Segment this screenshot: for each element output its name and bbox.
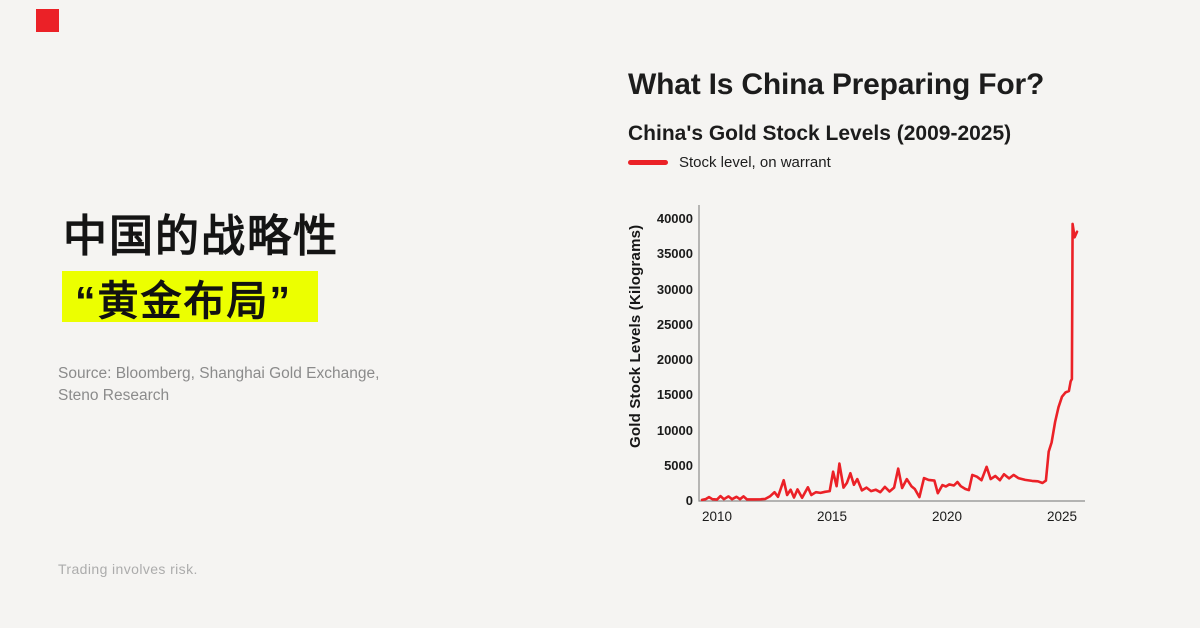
y-tick-label: 25000 xyxy=(656,316,693,332)
x-tick-label: 2015 xyxy=(816,509,848,524)
y-tick-label: 30000 xyxy=(656,281,693,297)
chart-title: What Is China Preparing For? xyxy=(628,68,1045,101)
legend-label: Stock level, on warrant xyxy=(679,153,831,171)
brand-logo xyxy=(36,9,59,32)
source-line-1: Source: Bloomberg, Shanghai Gold Exchang… xyxy=(58,365,380,382)
x-tick-label: 2025 xyxy=(1046,509,1078,524)
x-tick-label: 2020 xyxy=(931,509,963,524)
x-tick-label: 2010 xyxy=(701,509,733,524)
risk-disclaimer: Trading involves risk. xyxy=(58,561,198,577)
y-tick-label: 5000 xyxy=(664,457,693,473)
y-tick-label: 40000 xyxy=(656,211,693,226)
stock-level-line xyxy=(700,222,1079,502)
line-chart: Gold Stock Levels (Kilograms) 0 5000 10000… xyxy=(600,195,1120,545)
chart-subtitle: China's Gold Stock Levels (2009-2025) xyxy=(628,122,1012,145)
y-tick-label: 10000 xyxy=(656,422,693,438)
y-tick-label: 35000 xyxy=(656,246,693,262)
chinese-headline: 中国的战略性 xyxy=(63,212,339,261)
source-line-2: Steno Research xyxy=(58,387,170,404)
y-tick-label: 15000 xyxy=(656,387,693,403)
legend-line-swatch xyxy=(628,159,668,165)
y-tick-label: 0 xyxy=(685,493,693,508)
source-attribution: Source: Bloomberg, Shanghai Gold Exchang… xyxy=(58,363,379,407)
chinese-highlight-box: “黄金布局” xyxy=(62,271,318,324)
chart-legend: Stock level, on warrant xyxy=(628,152,831,172)
chinese-highlight-text: “黄金布局” xyxy=(75,277,292,324)
chart-plot-svg xyxy=(698,205,1085,502)
y-tick-label: 20000 xyxy=(656,352,693,367)
